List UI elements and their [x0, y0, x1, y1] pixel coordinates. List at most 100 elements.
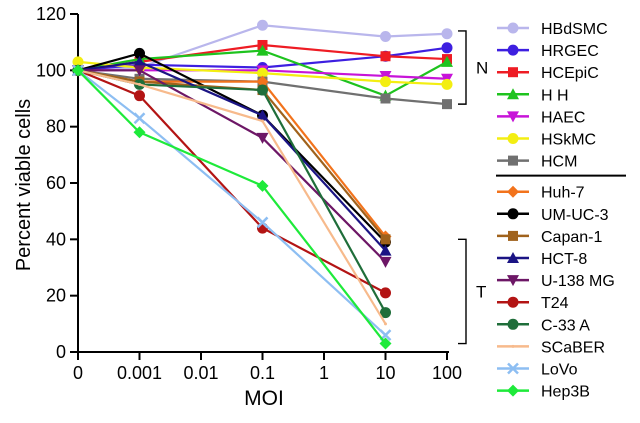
series-line-hep3b: [77, 69, 387, 345]
data-point-scaber: [138, 82, 141, 86]
legend-item-c-33-a: C-33 A: [497, 317, 590, 334]
series-layer: [72, 19, 453, 350]
legend-marker-huh-7: [507, 185, 519, 198]
data-point-capan-1: [380, 234, 391, 245]
data-point-t24: [380, 287, 391, 299]
legend-label-huh-7: Huh-7: [541, 185, 585, 202]
series-line-t24: [77, 69, 387, 294]
data-point-hct-8: [379, 244, 392, 256]
legend-item-lovo: LoVo: [497, 362, 578, 379]
x-tick-label: 0.01: [183, 363, 218, 383]
data-point-t24: [257, 222, 268, 234]
bracket-label-n: N: [476, 59, 488, 78]
y-tick-label: 20: [46, 286, 66, 306]
data-point-scaber: [261, 119, 264, 123]
data-point-hct-8: [133, 55, 146, 67]
legend-item-um-uc-3: UM-UC-3: [497, 207, 609, 224]
data-point-um-uc-3: [134, 47, 145, 59]
series-line-hct-8: [77, 60, 387, 252]
data-point-huh-7: [256, 75, 269, 88]
legend-label-hbdsmc: HBdSMC: [541, 21, 608, 38]
legend-label-um-uc-3: UM-UC-3: [541, 207, 609, 224]
legend-marker-t24: [507, 296, 519, 308]
legend-marker-hct-8: [507, 252, 519, 263]
legend-label-hskmc: HSkMC: [541, 132, 596, 149]
x-tick-label: 0.001: [117, 363, 162, 383]
legend-item-hcepic: HCEpiC: [497, 65, 599, 82]
data-point-hbdsmc: [380, 31, 391, 43]
data-point-lovo: [256, 216, 269, 229]
data-point-scaber: [384, 322, 387, 326]
data-point-hbdsmc: [257, 19, 268, 31]
data-point-c-33-a: [380, 307, 391, 319]
legend-label-c-33-a: C-33 A: [541, 317, 590, 334]
legend: HBdSMC HRGEC HCEpiC H H HAEC HSkMC HCM Huh-7 UM-…: [496, 21, 626, 401]
legend-label-hcm: HCM: [541, 154, 577, 171]
y-tick-label: 80: [46, 117, 66, 137]
legend-marker-hbdsmc: [507, 22, 519, 34]
data-point-hct-8: [256, 109, 269, 121]
legend-item-hbdsmc: HBdSMC: [497, 21, 608, 38]
legend-marker-scaber: [511, 344, 515, 348]
legend-item-h-h: H H: [497, 87, 569, 104]
legend-label-hrgec: HRGEC: [541, 43, 599, 60]
series-line-scaber: [77, 69, 387, 325]
data-point-hcepic: [380, 51, 391, 62]
data-point-h-h: [256, 44, 269, 56]
axes: 0 20 40 60 80 100 120 0 0.001 0.01 0.1 1 10 100: [36, 4, 462, 383]
series-huh-7: [72, 64, 392, 243]
series-hct-8: [72, 55, 392, 256]
data-point-h-h: [441, 55, 453, 67]
legend-marker-h-h: [507, 88, 519, 100]
legend-label-t24: T24: [541, 295, 569, 312]
data-point-hskmc: [441, 78, 453, 90]
data-point-hrgec: [441, 42, 453, 54]
legend-label-hct-8: HCT-8: [541, 251, 587, 268]
y-tick-label: 60: [46, 173, 66, 193]
x-tick-label: 10: [375, 363, 395, 383]
data-point-hskmc: [72, 56, 84, 68]
legend-item-hskmc: HSkMC: [497, 132, 596, 149]
data-point-hskmc: [257, 67, 268, 79]
bracket-t: [458, 238, 467, 345]
legend-marker-um-uc-3: [507, 208, 519, 220]
series-line-um-uc-3: [77, 52, 387, 243]
series-line-lovo: [77, 69, 387, 336]
legend-label-u-138-mg: U-138 MG: [541, 273, 615, 290]
legend-marker-hrgec: [507, 44, 519, 56]
data-point-lovo: [133, 112, 146, 125]
y-tick-label: 40: [46, 229, 66, 249]
legend-item-capan-1: Capan-1: [497, 229, 602, 246]
data-point-t24: [134, 90, 145, 102]
x-tick-label: 100: [432, 363, 462, 383]
legend-marker-hcepic: [508, 67, 518, 78]
legend-label-capan-1: Capan-1: [541, 229, 602, 246]
legend-item-hrgec: HRGEC: [497, 43, 599, 60]
legend-marker-hskmc: [507, 133, 519, 144]
x-tick-label: 1: [319, 363, 329, 383]
legend-label-h-h: H H: [541, 87, 569, 104]
legend-item-huh-7: Huh-7: [497, 185, 585, 202]
legend-marker-hep3b: [507, 384, 519, 397]
legend-label-hep3b: Hep3B: [541, 384, 590, 401]
group-brackets: NT: [458, 30, 488, 345]
series-line-capan-1: [77, 69, 387, 241]
legend-label-haec: HAEC: [541, 109, 585, 126]
bracket-label-t: T: [476, 282, 486, 301]
x-tick-label: 0: [73, 363, 83, 383]
x-axis-label: MOI: [244, 387, 284, 410]
data-point-c-33-a: [257, 84, 268, 96]
legend-item-scaber: SCaBER: [497, 339, 605, 356]
legend-marker-u-138-mg: [507, 275, 519, 287]
data-point-u-138-mg: [133, 65, 146, 77]
legend-label-scaber: SCaBER: [541, 339, 605, 356]
series-hep3b: [72, 64, 392, 350]
legend-marker-capan-1: [508, 230, 518, 241]
data-point-u-138-mg: [256, 132, 269, 144]
y-tick-label: 120: [36, 4, 66, 24]
data-point-hcm: [442, 99, 452, 110]
data-point-hbdsmc: [441, 28, 453, 40]
legend-item-hcm: HCM: [497, 154, 577, 171]
legend-marker-hcm: [508, 155, 518, 166]
